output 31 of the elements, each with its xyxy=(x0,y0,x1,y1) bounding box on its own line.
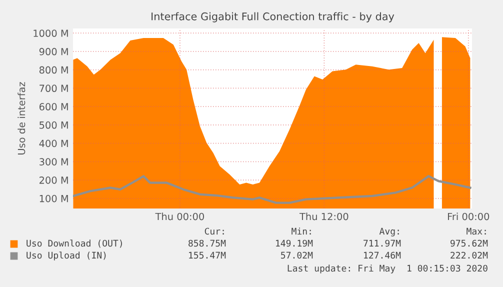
text: 149.19M xyxy=(276,240,313,247)
legend-label: Uso Upload (IN) xyxy=(26,252,106,260)
text: Cur: xyxy=(204,228,224,235)
y-tick-label: 900 M xyxy=(39,48,68,56)
y-tick-label: 400 M xyxy=(39,140,68,148)
y-tick-label: 500 M xyxy=(40,121,68,129)
text: 222.02M xyxy=(450,252,488,259)
y-tick-label: 600 M xyxy=(39,103,68,110)
text: Min: xyxy=(292,228,311,235)
legend-label: Uso Download (OUT) xyxy=(26,240,122,248)
line-series xyxy=(73,175,472,204)
text: 155.47M xyxy=(189,252,226,259)
y-tick-label: 1000 M xyxy=(34,30,68,37)
y-tick-label: 200 M xyxy=(40,176,68,184)
x-tick-label: Thu 00:00 xyxy=(155,212,204,220)
text: 57.02M xyxy=(281,252,313,259)
y-tick-label: 800 M xyxy=(39,66,68,74)
text: Last update: Fri May 1 00:15:03 2020 xyxy=(288,264,488,274)
chart-title: Interface Gigabit Full Conection traffic - by day xyxy=(152,12,394,22)
x-tick-label: Thu 12:00 xyxy=(299,212,348,220)
text: 127.46M xyxy=(364,252,401,259)
y-tick-label: 100 M xyxy=(40,194,68,202)
text: 711.97M xyxy=(364,240,401,247)
y-tick-label: 300 M xyxy=(40,158,68,166)
x-tick-label: Fri 00:00 xyxy=(448,212,490,220)
text: 858.75M xyxy=(188,240,226,247)
y-tick-label: 700 M xyxy=(40,84,68,92)
text: Avg: xyxy=(379,228,399,236)
text: 975.62M xyxy=(450,240,488,247)
y-axis-title: Uso de interfaz xyxy=(18,82,26,154)
text: Max: xyxy=(466,228,486,235)
